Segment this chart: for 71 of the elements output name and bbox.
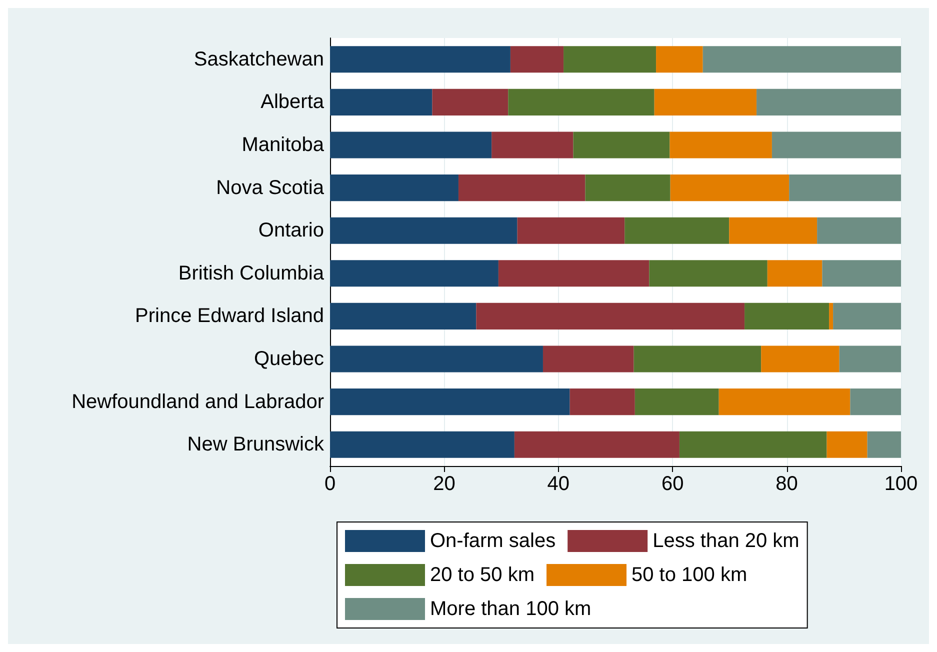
bar	[330, 388, 570, 416]
bar	[649, 260, 768, 287]
bar	[654, 88, 757, 116]
y-tick-label: Alberta	[260, 91, 325, 114]
legend-label: On-farm sales	[430, 530, 556, 552]
y-tick-label: Prince Edward Island	[135, 305, 324, 328]
bar	[772, 132, 901, 158]
bar	[514, 431, 680, 458]
bar	[624, 217, 730, 244]
bar	[756, 88, 901, 116]
x-tick-label: 60	[661, 473, 684, 495]
bar	[702, 46, 901, 73]
x-tick-label: 100	[884, 473, 918, 495]
bar	[670, 174, 790, 202]
bar	[476, 302, 745, 330]
bar	[330, 174, 458, 202]
y-tick-label: Newfoundland and Labrador	[72, 390, 324, 413]
y-tick-label: Manitoba	[242, 134, 325, 156]
x-tick-label: 0	[324, 473, 336, 495]
legend-label: 20 to 50 km	[430, 564, 535, 586]
bar	[510, 46, 564, 73]
bar	[492, 132, 574, 158]
bar	[826, 431, 868, 458]
bar	[330, 346, 543, 372]
bar	[573, 132, 670, 158]
bar	[833, 302, 901, 330]
bar	[634, 388, 719, 416]
x-tick-label: 40	[547, 473, 570, 495]
bar	[508, 88, 654, 116]
bar	[767, 260, 822, 287]
bar	[330, 88, 432, 116]
y-tick-label: Saskatchewan	[194, 48, 324, 70]
x-tick-label: 20	[433, 473, 456, 495]
bar	[585, 174, 670, 202]
y-tick-label: Quebec	[254, 348, 324, 370]
bar	[498, 260, 650, 287]
y-tick-label: New Brunswick	[187, 434, 325, 456]
bar	[744, 302, 830, 330]
bar	[570, 388, 635, 416]
bar	[330, 132, 492, 158]
bar	[432, 88, 508, 116]
bar	[330, 217, 518, 244]
legend-label: 50 to 100 km	[632, 564, 748, 586]
bar	[789, 174, 901, 202]
bar	[330, 431, 514, 458]
bar	[829, 302, 834, 330]
y-tick-label: Ontario	[258, 220, 324, 242]
bar	[458, 174, 586, 202]
bar	[330, 46, 510, 73]
y-tick-label: Nova Scotia	[216, 176, 325, 199]
bar	[729, 217, 818, 244]
bar	[839, 346, 901, 372]
bar	[330, 260, 498, 287]
bar	[330, 302, 476, 330]
bar	[670, 132, 772, 158]
legend-label: More than 100 km	[430, 598, 592, 620]
y-tick-label: British Columbia	[178, 262, 325, 284]
bar	[718, 388, 850, 416]
bar	[656, 46, 703, 73]
bar	[564, 46, 656, 73]
bar	[634, 346, 762, 372]
bar	[817, 217, 901, 244]
bar	[867, 431, 901, 458]
bar	[517, 217, 625, 244]
legend-label: Less than 20 km	[652, 530, 800, 552]
bar	[850, 388, 901, 416]
bar	[679, 431, 827, 458]
x-tick-label: 80	[776, 473, 798, 495]
bar	[822, 260, 901, 287]
bar	[542, 346, 634, 372]
bar	[761, 346, 840, 372]
